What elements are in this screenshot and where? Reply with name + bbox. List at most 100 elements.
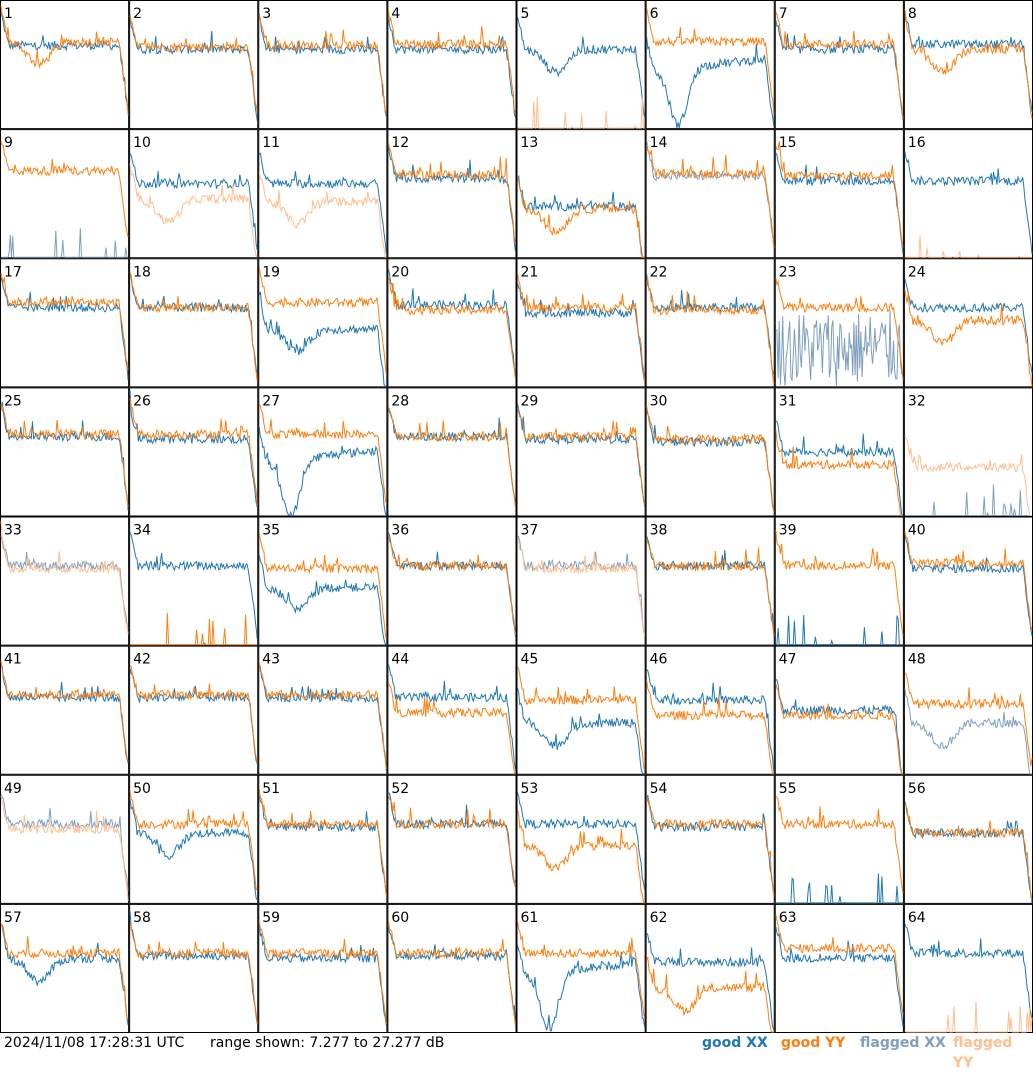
panel-33: 33 bbox=[0, 516, 130, 646]
panel-frame bbox=[516, 516, 646, 646]
panel-label: 52 bbox=[391, 781, 409, 797]
trace-xx bbox=[646, 410, 775, 510]
panel-frame bbox=[258, 129, 388, 259]
trace-yy bbox=[646, 795, 775, 896]
trace-yy bbox=[0, 520, 129, 635]
trace-yy bbox=[0, 5, 129, 116]
panel-11: 11 bbox=[258, 129, 388, 259]
panel-label: 30 bbox=[650, 393, 668, 409]
trace-yy bbox=[646, 406, 775, 513]
panel-label: 41 bbox=[4, 652, 22, 668]
panel-frame bbox=[258, 645, 388, 775]
panel-41: 41 bbox=[0, 645, 130, 775]
panel-label: 49 bbox=[4, 781, 22, 797]
panel-frame bbox=[903, 516, 1033, 646]
panel-label: 19 bbox=[262, 264, 280, 280]
panel-27: 27 bbox=[258, 387, 388, 517]
panel-frame bbox=[903, 129, 1033, 259]
panel-label: 2 bbox=[133, 6, 142, 22]
panel-label: 31 bbox=[779, 393, 797, 409]
range-shown-label: range shown: 7.277 to 27.277 dB bbox=[210, 1035, 445, 1051]
panel-frame bbox=[387, 0, 517, 130]
panel-47: 47 bbox=[774, 645, 904, 775]
legend-good-yy: good YY bbox=[781, 1035, 846, 1051]
trace-xx bbox=[775, 614, 903, 646]
panel-frame bbox=[129, 387, 259, 517]
trace-yy bbox=[904, 289, 1033, 387]
trace-yy bbox=[129, 790, 258, 891]
panel-frame bbox=[0, 258, 130, 388]
panel-label: 14 bbox=[650, 135, 668, 151]
panel-2: 2 bbox=[129, 0, 259, 130]
panel-label: 18 bbox=[133, 264, 151, 280]
trace-yy bbox=[904, 672, 1033, 767]
panel-frame bbox=[0, 774, 130, 904]
panel-frame bbox=[0, 645, 130, 775]
panel-label: 25 bbox=[4, 393, 22, 409]
panel-60: 60 bbox=[387, 903, 517, 1033]
panel-frame bbox=[516, 387, 646, 517]
trace-yy bbox=[129, 665, 258, 763]
panel-3: 3 bbox=[258, 0, 388, 130]
trace-yy bbox=[387, 794, 516, 889]
panel-label: 46 bbox=[650, 652, 668, 668]
trace-xx bbox=[258, 152, 387, 254]
panel-12: 12 bbox=[387, 129, 517, 259]
trace-xx bbox=[517, 687, 645, 775]
panel-frame bbox=[774, 516, 904, 646]
trace-xx bbox=[775, 310, 904, 387]
panel-frame bbox=[387, 129, 517, 259]
trace-yy bbox=[258, 403, 387, 504]
trace-yy bbox=[0, 140, 129, 238]
trace-yy bbox=[904, 1001, 1033, 1033]
panel-label: 42 bbox=[133, 652, 151, 668]
panel-frame bbox=[258, 516, 388, 646]
trace-yy bbox=[517, 666, 646, 772]
panel-label: 59 bbox=[262, 910, 280, 926]
trace-yy bbox=[258, 661, 387, 770]
trace-yy bbox=[517, 177, 645, 258]
panel-frame bbox=[0, 0, 130, 130]
panel-frame bbox=[258, 258, 388, 388]
panel-label: 1 bbox=[4, 6, 13, 22]
panel-label: 24 bbox=[908, 264, 926, 280]
trace-yy bbox=[646, 680, 774, 775]
panel-8: 8 bbox=[903, 0, 1033, 130]
trace-xx bbox=[0, 924, 129, 1026]
trace-xx bbox=[0, 665, 129, 764]
panel-28: 28 bbox=[387, 387, 517, 517]
panel-frame bbox=[903, 0, 1033, 130]
trace-yy bbox=[646, 278, 775, 385]
panel-50: 50 bbox=[129, 774, 259, 904]
panel-54: 54 bbox=[645, 774, 775, 904]
panel-44: 44 bbox=[387, 645, 517, 775]
trace-yy bbox=[129, 16, 258, 113]
trace-yy bbox=[258, 15, 387, 115]
panel-1: 1 bbox=[0, 0, 130, 130]
panel-label: 22 bbox=[650, 264, 668, 280]
timestamp: 2024/11/08 17:28:31 UTC bbox=[4, 1035, 185, 1051]
trace-yy bbox=[517, 97, 645, 129]
panel-61: 61 bbox=[516, 903, 646, 1033]
panel-label: 56 bbox=[908, 781, 926, 797]
trace-yy bbox=[646, 7, 775, 115]
panel-9: 9 bbox=[0, 129, 130, 259]
trace-xx bbox=[258, 794, 387, 895]
panel-frame bbox=[903, 387, 1033, 517]
trace-yy bbox=[387, 406, 516, 509]
panel-frame bbox=[645, 129, 775, 259]
trace-yy bbox=[0, 273, 129, 371]
panel-20: 20 bbox=[387, 258, 517, 388]
trace-xx bbox=[0, 794, 129, 891]
panel-frame bbox=[258, 387, 388, 517]
trace-yy bbox=[387, 919, 516, 1026]
trace-yy bbox=[258, 787, 387, 896]
panel-42: 42 bbox=[129, 645, 259, 775]
trace-xx bbox=[258, 427, 387, 517]
panel-39: 39 bbox=[774, 516, 904, 646]
panel-label: 43 bbox=[262, 652, 280, 668]
panel-label: 10 bbox=[133, 135, 151, 151]
panel-14: 14 bbox=[645, 129, 775, 259]
trace-yy bbox=[129, 271, 258, 382]
panel-frame bbox=[774, 129, 904, 259]
